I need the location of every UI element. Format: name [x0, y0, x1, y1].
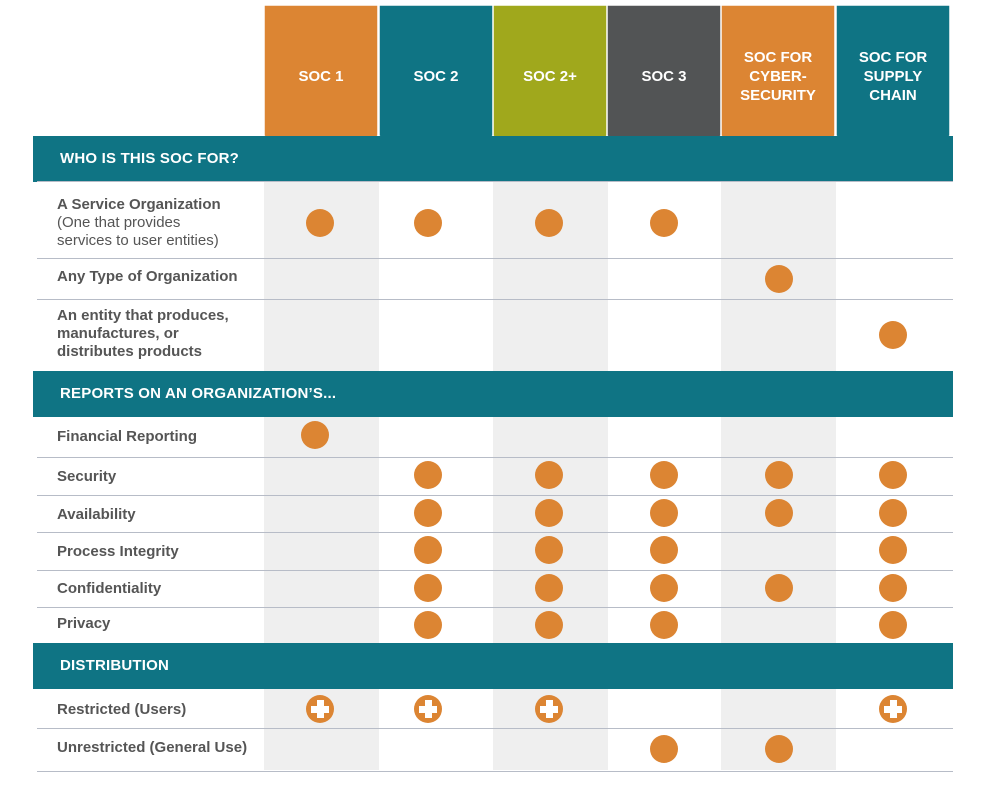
column-header-label: SOC 1 [298, 67, 344, 85]
column-header-label: SOC 3 [641, 67, 687, 85]
row-label-text: Restricted (Users) [57, 701, 187, 718]
row-label: Availability [57, 506, 136, 524]
filled-circle-marker [535, 499, 563, 527]
row-label-text: Availability [57, 506, 136, 523]
filled-circle-marker [535, 611, 563, 639]
row-label: Restricted (Users) [57, 701, 186, 719]
filled-circle-marker [765, 735, 793, 763]
row-label-text: Privacy [57, 615, 111, 632]
row-label-text: Security [57, 468, 117, 485]
row-label-text: A Service Organization [57, 196, 221, 213]
filled-circle-marker [650, 209, 678, 237]
filled-circle-marker [414, 499, 442, 527]
plus-circle-icon [414, 695, 442, 723]
section-band-distribution [33, 643, 953, 689]
filled-circle-marker [301, 421, 329, 449]
row-label: Financial Reporting [57, 428, 197, 446]
filled-circle-marker [879, 461, 907, 489]
filled-circle-marker [879, 574, 907, 602]
section-title-who: WHO IS THIS SOC FOR? [60, 150, 239, 167]
filled-circle-marker [765, 265, 793, 293]
row-label-text: Any Type of Organization [57, 268, 238, 285]
row-divider [37, 728, 953, 729]
row-label: Privacy [57, 615, 110, 633]
filled-circle-marker [414, 209, 442, 237]
row-divider [37, 457, 953, 458]
row-label: Security [57, 468, 116, 486]
section-band-reports [33, 371, 953, 417]
column-header-label: SOC FOR SUPPLY CHAIN [858, 48, 928, 104]
filled-circle-marker [879, 536, 907, 564]
column-header-label: SOC 2 [413, 67, 459, 85]
row-label-text: Financial Reporting [57, 428, 198, 445]
plus-circle-icon [879, 695, 907, 723]
filled-circle-marker [535, 536, 563, 564]
filled-circle-marker [650, 574, 678, 602]
filled-circle-marker [765, 461, 793, 489]
filled-circle-marker [765, 574, 793, 602]
filled-circle-marker [414, 536, 442, 564]
row-divider [37, 299, 953, 300]
filled-circle-marker [765, 499, 793, 527]
row-divider [37, 607, 953, 608]
column-header-6: SOC FOR SUPPLY CHAIN [836, 5, 950, 168]
row-label-text: Confidentiality [57, 580, 162, 597]
section-band-who [33, 136, 953, 182]
row-divider [37, 570, 953, 571]
row-label: Process Integrity [57, 543, 179, 561]
filled-circle-marker [306, 209, 334, 237]
row-divider [37, 771, 953, 772]
filled-circle-marker [650, 735, 678, 763]
row-sublabel-text: (One that provides services to user enti… [57, 214, 219, 249]
row-divider [37, 181, 953, 182]
column-header-5: SOC FOR CYBER- SECURITY [721, 5, 835, 168]
row-label-text: Unrestricted (General Use) [57, 739, 248, 756]
column-header-label: SOC 2+ [523, 67, 577, 85]
filled-circle-marker [535, 574, 563, 602]
filled-circle-marker [535, 461, 563, 489]
filled-circle-marker [879, 321, 907, 349]
row-label-text: Process Integrity [57, 543, 179, 560]
filled-circle-marker [650, 461, 678, 489]
filled-circle-marker [650, 499, 678, 527]
filled-circle-marker [414, 611, 442, 639]
column-header-label: SOC FOR CYBER- SECURITY [740, 48, 816, 104]
row-label: An entity that produces, manufactures, o… [57, 307, 229, 361]
plus-circle-icon [535, 695, 563, 723]
row-label: Any Type of Organization [57, 268, 238, 286]
section-title-reports: REPORTS ON AN ORGANIZATION’S... [60, 385, 337, 402]
row-divider [37, 258, 953, 259]
filled-circle-marker [650, 536, 678, 564]
plus-circle-icon [306, 695, 334, 723]
filled-circle-marker [879, 611, 907, 639]
filled-circle-marker [535, 209, 563, 237]
row-label: Confidentiality [57, 580, 161, 598]
section-title-distribution: DISTRIBUTION [60, 657, 170, 674]
filled-circle-marker [414, 574, 442, 602]
row-divider [37, 495, 953, 496]
row-label: A Service Organization (One that provides… [57, 196, 221, 250]
row-label-text: An entity that produces, manufactures, o… [57, 307, 229, 360]
filled-circle-marker [414, 461, 442, 489]
row-divider [37, 532, 953, 533]
filled-circle-marker [879, 499, 907, 527]
row-label: Unrestricted (General Use) [57, 739, 247, 757]
filled-circle-marker [650, 611, 678, 639]
